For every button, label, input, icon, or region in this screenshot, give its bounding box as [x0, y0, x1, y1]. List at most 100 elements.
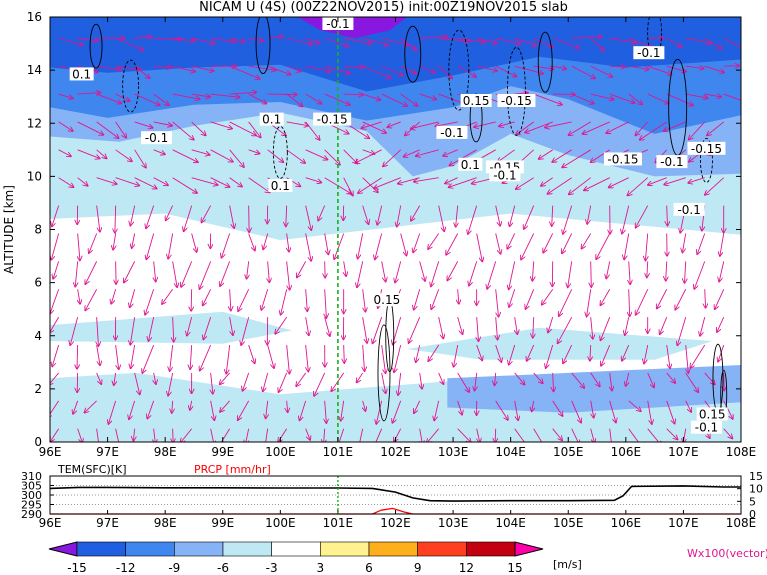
wind-vector	[563, 205, 573, 234]
wind-vector	[553, 372, 554, 391]
x-tick-label: 102E	[380, 445, 411, 459]
wind-vector	[220, 400, 230, 412]
wind-vector	[357, 261, 364, 287]
wind-vector	[438, 317, 444, 338]
wind-vector	[543, 233, 554, 252]
wind-vector	[305, 428, 310, 440]
wind-vector	[596, 233, 611, 259]
wind-vector	[419, 65, 435, 73]
wind-vector	[305, 317, 309, 335]
wind-vector	[533, 428, 543, 442]
wind-vector	[438, 37, 469, 41]
contour-label-box	[259, 112, 284, 126]
wind-vector	[96, 177, 117, 184]
wind-vector	[552, 149, 572, 162]
wind-vector	[96, 65, 121, 70]
colorbar-segment	[466, 541, 516, 557]
wind-vector	[533, 37, 553, 47]
wind-vector	[377, 205, 383, 225]
wind-vector	[115, 177, 140, 186]
wind-vector	[431, 289, 440, 309]
contour-label-box	[322, 16, 354, 30]
wind-vector	[229, 149, 244, 167]
colorbar-segment	[320, 541, 370, 557]
wind-vector	[420, 372, 422, 389]
wind-vector	[685, 372, 699, 392]
ts-x-tick-label: 108E	[726, 516, 757, 530]
wind-vector	[533, 317, 534, 338]
wind-vector	[628, 428, 642, 442]
wind-vector	[362, 149, 375, 154]
wind-vector	[717, 316, 725, 332]
colorbar-tick-label: -6	[217, 561, 229, 575]
wind-vector	[162, 289, 174, 304]
wind-vector	[305, 37, 320, 43]
ts-right-tick-label: 10	[749, 483, 763, 496]
wind-vector	[685, 66, 704, 68]
wind-vector	[457, 65, 476, 77]
wind-vector	[305, 121, 320, 140]
wind-vector	[265, 428, 269, 442]
wind-vector	[305, 177, 322, 183]
wind-vector	[387, 121, 401, 127]
wind-vector	[53, 261, 60, 278]
wind-vector	[89, 233, 98, 253]
ts-right-tick-label: 5	[749, 495, 756, 508]
wind-vector	[583, 121, 610, 134]
wind-vector	[647, 372, 654, 387]
contour-label: -0.1	[440, 126, 463, 140]
colorbar-tick-label: 6	[365, 561, 373, 575]
wind-vector	[241, 317, 250, 345]
wind-vector	[267, 94, 297, 95]
wind-vector	[247, 261, 249, 278]
wind-vector	[172, 65, 195, 72]
wind-vector	[569, 121, 591, 135]
wind-vector	[148, 317, 155, 341]
wind-vector	[200, 344, 212, 370]
wind-vector	[134, 372, 140, 394]
wind-vector	[647, 400, 652, 424]
wind-vector	[248, 149, 260, 154]
wind-vector	[427, 428, 440, 442]
wind-vector	[628, 65, 649, 69]
wind-vector	[96, 121, 119, 138]
wind-vector	[682, 233, 687, 252]
wind-vector	[153, 66, 172, 67]
wind-vector	[590, 428, 595, 442]
wind-vector	[96, 344, 100, 365]
wind-vector	[719, 261, 725, 281]
wind-vector	[168, 233, 174, 258]
wind-vector	[229, 205, 234, 229]
wind-vector	[413, 233, 421, 252]
wind-vector	[627, 177, 649, 196]
wind-vector	[571, 372, 584, 388]
wind-vector	[477, 428, 480, 442]
contour-label: -0.1	[695, 421, 718, 435]
wind-vector	[77, 177, 88, 186]
wind-vector	[629, 289, 630, 316]
wind-vector	[495, 344, 502, 362]
wind-vector	[476, 65, 497, 71]
wind-vector	[449, 177, 477, 188]
x-tick-label: 105E	[553, 445, 584, 459]
wind-vector	[286, 205, 287, 227]
wind-vector	[475, 372, 477, 391]
wind-vector	[496, 317, 498, 339]
contour-label-box	[633, 46, 665, 60]
wind-vector	[515, 317, 518, 334]
wind-vector	[172, 93, 200, 99]
wind-vector	[704, 37, 722, 48]
wind-vector	[181, 261, 193, 287]
wind-vector	[318, 205, 326, 221]
wind-vector	[438, 205, 445, 232]
wind-vector	[524, 205, 535, 229]
wind-vector	[134, 37, 152, 38]
ts-right-tick-label: 0	[749, 508, 756, 521]
wind-vector	[134, 177, 157, 189]
wind-vector	[230, 289, 231, 310]
wind-vector	[457, 400, 462, 415]
wind-vector	[358, 233, 364, 258]
wind-vector	[199, 261, 212, 289]
contour-label: 0.1	[461, 158, 480, 172]
ts-left-tick-label: 290	[21, 508, 42, 521]
